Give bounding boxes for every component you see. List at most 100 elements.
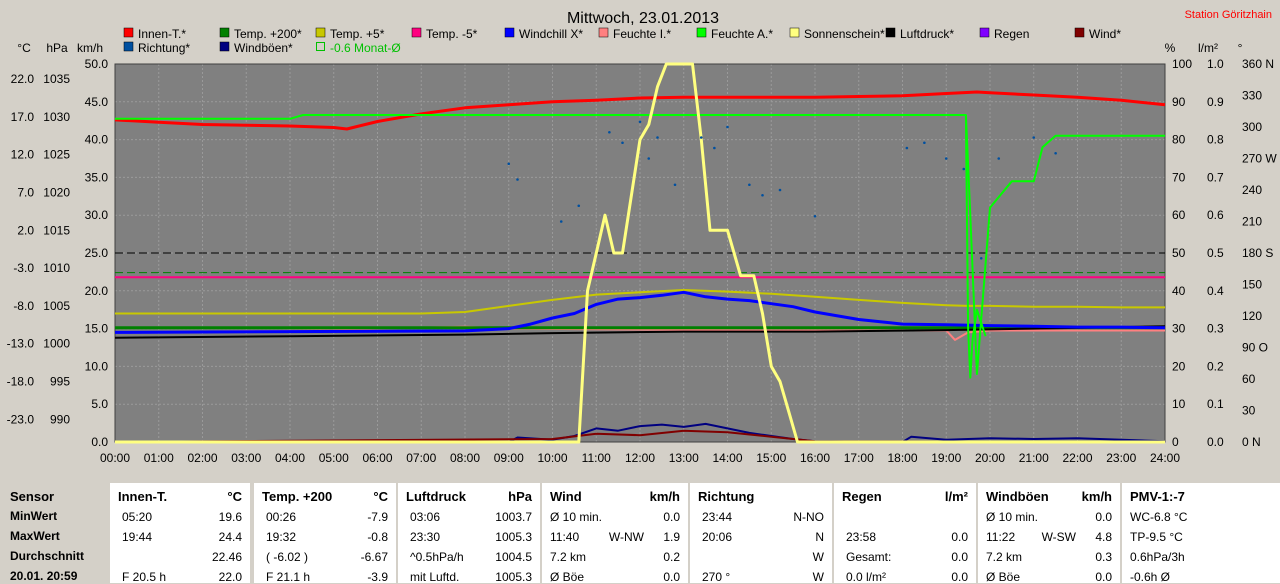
legend-swatch [123,41,134,52]
temp-tick-label: -8.0 [13,299,34,313]
wind-tick-label: 50.0 [85,57,109,71]
direction-point [962,167,966,171]
direction-point [577,204,581,208]
humidity-tick-label: 40 [1172,284,1186,298]
stats-panel: Richtung 23:44 N-NO 20:06 N W 270 ° W [690,483,832,584]
direction-point [979,256,983,260]
legend-swatch [696,27,707,38]
direction-point [1054,151,1057,155]
x-tick-label: 04:00 [275,451,305,465]
x-tick-label: 12:00 [625,451,655,465]
panel-value: 4.8 [1095,530,1112,544]
panel-label: Ø 10 min. [550,510,603,524]
panel-label: 05:20 [122,510,153,524]
x-tick-label: 24:00 [1150,451,1180,465]
axis-unit-label: % [1165,41,1176,55]
panel-label: 19:44 [122,530,153,544]
panel-label: 0.0 l/m² [846,570,887,584]
temp-tick-label: -3.0 [13,261,34,275]
series-line [115,289,1165,315]
x-tick-label: 01:00 [144,451,174,465]
pressure-tick-label: 1000 [43,337,70,351]
pressure-tick-label: 990 [50,412,70,426]
panel-value: 0.0 [951,570,968,584]
wind-tick-label: 15.0 [85,322,109,336]
panel-value: 1.9 [663,530,680,544]
stats-panel: Luftdruck hPa 03:06 1003.7 23:30 1005.3 ^0.5hP… [398,483,540,584]
panel-label: 7.2 km [986,550,1023,564]
humidity-tick-label: 70 [1172,170,1186,184]
panel-value: 0.0 [1095,510,1112,524]
temp-tick-label: 22.0 [11,72,35,86]
x-tick-label: 02:00 [187,451,217,465]
x-tick-label: 22:00 [1062,451,1092,465]
rain-tick-label: 0.8 [1207,133,1224,147]
panel-label: 23:58 [846,530,877,544]
x-tick-label: 05:00 [319,451,349,465]
temp-tick-label: 2.0 [17,223,34,237]
panel-label: 7.2 km [550,550,587,564]
panel-label: 03:06 [410,510,441,524]
panel-value: 1004.5 [495,550,532,564]
legend-label: Feuchte A.* [711,27,773,41]
panel-unit: km/h [649,489,680,504]
direction-point [905,146,909,150]
rain-tick-label: 0.4 [1207,284,1224,298]
direction-tick-label: 90 O [1242,341,1268,355]
series-line [114,429,1166,443]
legend-swatch [219,41,230,52]
x-tick-label: 10:00 [537,451,567,465]
pressure-tick-label: 995 [50,375,70,389]
stats-panel: Innen-T. °C 05:20 19.6 19:44 24.4 22.46 F 20.5 … [110,483,250,584]
axes: 00:00 01:00 02:00 03:00 04:00 05:00 06:00 07:00… [7,41,1278,465]
station-label: Station Göritzhain [1185,9,1272,21]
x-tick-label: 21:00 [1019,451,1049,465]
x-tick-label: 09:00 [494,451,524,465]
direction-point [559,220,563,223]
temp-tick-label: 17.0 [11,110,35,124]
panel-label: ^0.5hPa/h [410,550,464,564]
panel-direction: W-NW [608,530,644,544]
x-tick-label: 17:00 [844,451,874,465]
panel-unit: hPa [508,489,532,504]
direction-point [507,162,511,166]
direction-tick-label: 120 [1242,309,1262,323]
legend-label: Wind* [1089,27,1121,41]
legend-label: Regen [994,27,1029,41]
legend-swatch [789,27,800,38]
rain-tick-label: 0.5 [1207,246,1224,260]
panel-unit: °C [373,489,388,504]
direction-point [647,157,651,160]
direction-point [813,214,817,218]
panel-title: Temp. +200 [262,489,333,504]
panel-title: PMV-1:-7 [1130,489,1185,504]
direction-tick-label: 240 [1242,183,1262,197]
legend-label: Sonnenschein* [804,27,885,41]
panel-unit: km/h [1081,489,1112,504]
sensor-row-label: Durchschnitt [10,549,85,563]
x-tick-label: 19:00 [931,451,961,465]
chart-title: Mittwoch, 23.01.2013 [567,10,719,27]
direction-point [608,130,611,134]
sensor-row-label: MinWert [10,509,58,523]
pressure-tick-label: 1020 [43,186,70,200]
rain-tick-label: 0.6 [1207,208,1224,222]
x-tick-label: 03:00 [231,451,261,465]
direction-point [516,178,519,181]
legend-label: Windchill X* [519,27,583,41]
panel-value: 0.0 [951,530,968,544]
x-tick-label: 06:00 [362,451,392,465]
panel-value: 19.6 [218,510,242,524]
sensor-row-label: MaxWert [10,529,60,543]
legend-label: Richtung* [138,41,190,55]
direction-point [761,193,764,197]
rain-tick-label: 0.9 [1207,95,1224,109]
legend-swatch [315,27,326,38]
wind-tick-label: 5.0 [91,397,108,411]
humidity-tick-label: 10 [1172,397,1186,411]
panel-value: 1003.7 [495,510,532,524]
legend-swatch [316,42,325,51]
legend-label: Temp. +5* [330,27,385,41]
rain-tick-label: 0.7 [1207,170,1224,184]
direction-tick-label: 60 [1242,372,1256,386]
